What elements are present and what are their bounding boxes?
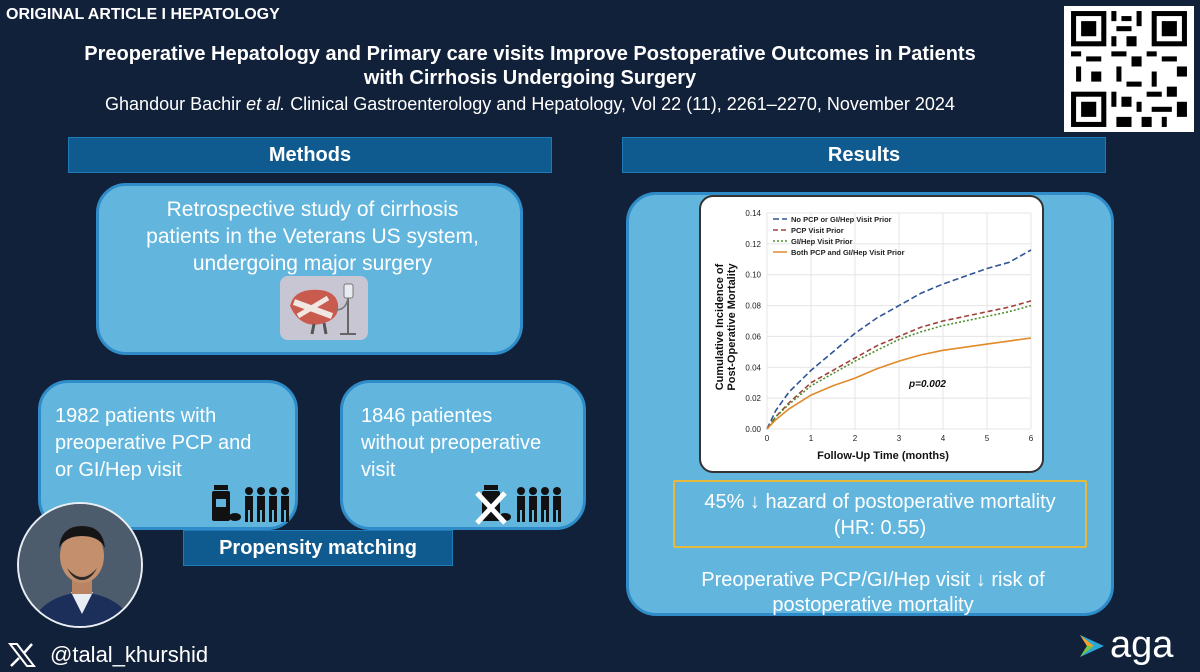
- cumulative-incidence-chart: 0.00 0.02 0.04 0.06 0.08 0.10 0.12 0.14 0 1 2 3 4 5 6 …: [699, 195, 1044, 473]
- chart-y-tick-label: 0.10: [745, 271, 761, 280]
- chart-x-tick-label: 5: [985, 434, 990, 443]
- chart-legend-label: GI/Hep Visit Prior: [791, 237, 853, 246]
- results-card: 0.00 0.02 0.04 0.06 0.08 0.10 0.12 0.14 0 1 2 3 4 5 6 …: [626, 192, 1114, 616]
- chart-series-line: [766, 249, 1032, 430]
- chart-legend-label: Both PCP and GI/Hep Visit Prior: [791, 248, 905, 257]
- chart-x-axis-label: Follow-Up Time (months): [817, 450, 949, 462]
- hazard-ratio-value: (HR: 0.55): [833, 517, 927, 539]
- study-description: Retrospective study of cirrhosis patient…: [99, 196, 526, 277]
- results-heading: Results: [622, 137, 1106, 173]
- x-logo-icon: [8, 643, 36, 667]
- citation-authors: Ghandour Bachir: [105, 94, 242, 114]
- chart-x-tick-label: 0: [765, 434, 770, 443]
- qr-code[interactable]: [1064, 6, 1194, 132]
- chart-x-tick-label: 4: [941, 434, 946, 443]
- article-category-tag: ORIGINAL ARTICLE I HEPATOLOGY: [6, 6, 280, 23]
- chart-y-axis-label-line-2: Post-Operative Mortality: [726, 263, 738, 391]
- person-photo-icon: [19, 504, 141, 626]
- study-line-2: patients in the Veterans US system,: [146, 225, 479, 248]
- hazard-ratio-box: 45% ↓ hazard of postoperative mortality …: [673, 480, 1087, 548]
- chart-x-tick-label: 6: [1029, 434, 1034, 443]
- liver-surgery-illustration: [280, 276, 368, 340]
- pcp-group-description: 1982 patients with preoperative PCP and …: [55, 403, 295, 484]
- study-line-3: undergoing major surgery: [192, 252, 433, 275]
- chart-legend-label: PCP Visit Prior: [791, 226, 844, 235]
- chart-legend-label: No PCP or GI/Hep Visit Prior: [791, 215, 892, 224]
- conclusion-line-1: Preoperative PCP/GI/Hep visit ↓ risk of: [701, 569, 1045, 591]
- citation: Ghandour Bachir et al. Clinical Gastroen…: [0, 94, 1060, 115]
- author-avatar: [17, 502, 143, 628]
- chart-y-tick-label: 0.00: [745, 425, 761, 434]
- pcp-line-1: 1982 patients with: [55, 405, 217, 427]
- handle-text: @talal_khurshid: [50, 642, 209, 667]
- aga-arrow-icon: [1080, 634, 1104, 657]
- chart-y-tick-label: 0.06: [745, 332, 761, 341]
- citation-journal: Clinical Gastroenterology and Hepatology…: [290, 94, 955, 114]
- chart-legend: No PCP or GI/Hep Visit Prior PCP Visit Pr…: [773, 215, 905, 257]
- study-design-card: Retrospective study of cirrhosis patient…: [96, 183, 523, 355]
- aga-wordmark: aga: [1110, 624, 1174, 666]
- chart-y-tick-label: 0.04: [745, 363, 761, 372]
- p-value-annotation: p=0.002: [908, 379, 946, 390]
- citation-etal: et al.: [246, 94, 286, 114]
- chart-series-line: [766, 304, 1032, 430]
- pcp-visit-group-card: 1982 patients with preoperative PCP and …: [38, 380, 298, 530]
- no-visit-line-1: 1846 patientes: [361, 405, 493, 427]
- propensity-matching-label: Propensity matching: [183, 530, 453, 566]
- no-visit-line-3: visit: [361, 459, 396, 481]
- no-visit-group-description: 1846 patientes without preoperative visi…: [361, 403, 581, 484]
- methods-heading: Methods: [68, 137, 552, 173]
- chart-y-tick-label: 0.12: [745, 240, 761, 249]
- chart-x-tick-label: 1: [809, 434, 814, 443]
- pcp-line-3: or GI/Hep visit: [55, 459, 182, 481]
- conclusion-text: Preoperative PCP/GI/Hep visit ↓ risk of …: [629, 568, 1117, 618]
- chart-svg: 0.000.020.040.060.080.100.120.140 1 2 3 4 5 6 …: [714, 209, 1034, 462]
- chart-y-tick-label: 0.02: [745, 394, 761, 403]
- chart-y-tick-label: 0.08: [745, 302, 761, 311]
- aga-logo: aga: [1078, 624, 1173, 667]
- chart-lines: [766, 249, 1032, 430]
- chart-x-tick-label: 2: [853, 434, 858, 443]
- title-line-1: Preoperative Hepatology and Primary care…: [84, 43, 976, 65]
- chart-x-tick-label: 3: [897, 434, 902, 443]
- pcp-line-2: preoperative PCP and: [55, 432, 252, 454]
- medication-people-icon: [212, 485, 289, 522]
- hazard-text: 45% ↓ hazard of postoperative mortality: [704, 491, 1056, 513]
- chart-series-line: [766, 337, 1032, 430]
- social-handle[interactable]: @talal_khurshid: [8, 642, 208, 668]
- chart-y-tick-label: 0.14: [745, 209, 761, 218]
- no-visit-group-card: 1846 patientes without preoperative visi…: [340, 380, 586, 530]
- chart-series-line: [766, 300, 1032, 430]
- qr-code-icon: [1066, 6, 1192, 132]
- chart-grid: [766, 212, 1032, 430]
- study-line-1: Retrospective study of cirrhosis: [166, 198, 459, 221]
- conclusion-line-2: postoperative mortality: [772, 594, 974, 616]
- no-visit-line-2: without preoperative: [361, 432, 542, 454]
- chart-y-axis-label-line-1: Cumulative Incidence of: [714, 263, 726, 390]
- chart-axes: 0.00 0.02 0.04 0.06 0.08 0.10 0.12 0.14 0 1 2 3 4 5 6: [745, 209, 1033, 443]
- liver-bandage-icon: [280, 276, 368, 340]
- article-title: Preoperative Hepatology and Primary care…: [0, 42, 1060, 90]
- title-line-2: with Cirrhosis Undergoing Surgery: [363, 67, 697, 89]
- no-medication-people-icon: [475, 485, 561, 525]
